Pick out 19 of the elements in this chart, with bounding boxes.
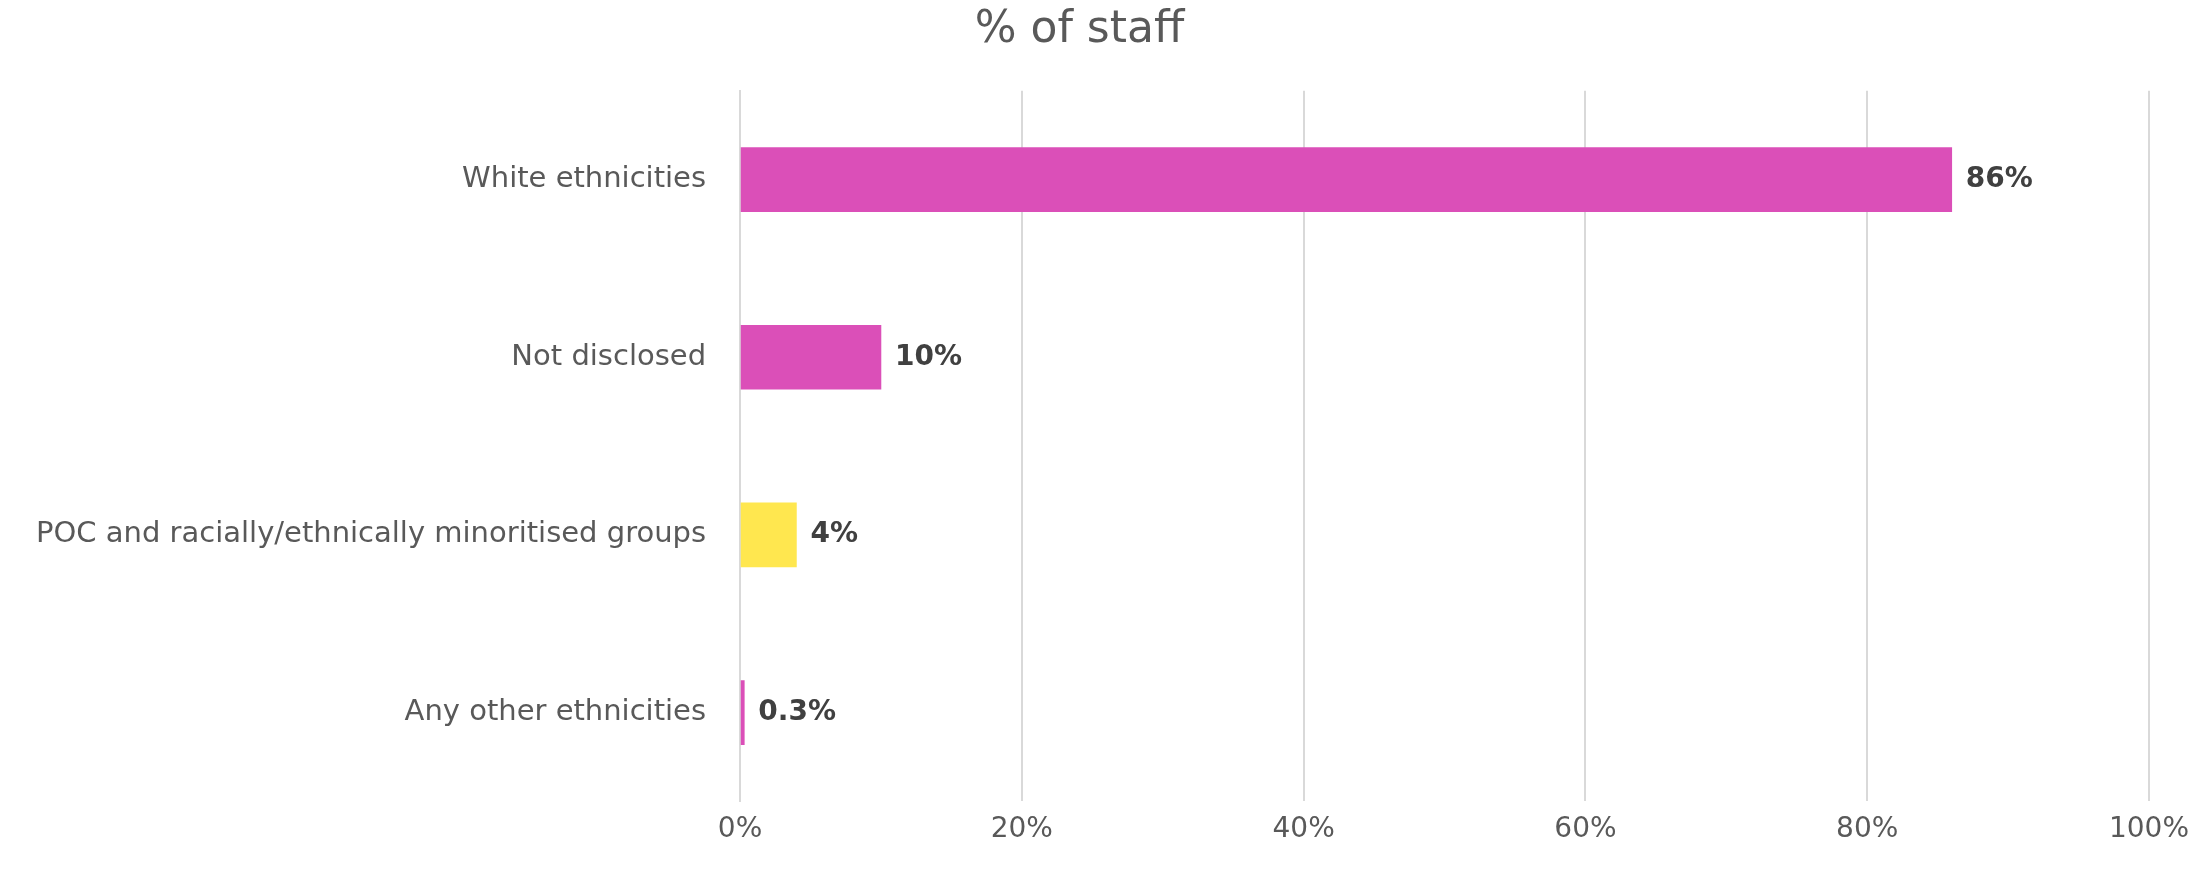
bar xyxy=(740,680,745,745)
x-tick-label: 60% xyxy=(1554,811,1617,845)
x-tick-label: 100% xyxy=(2108,811,2190,845)
y-tick-label: Not disclosed xyxy=(511,337,707,372)
bar xyxy=(740,502,797,568)
x-tick-label: 20% xyxy=(990,811,1053,845)
y-tick-label: POC and racially/ethnically minoritised groups xyxy=(36,515,707,550)
bar xyxy=(740,147,1953,212)
bar xyxy=(740,324,882,390)
data-label: 10% xyxy=(894,338,962,372)
data-label: 0.3% xyxy=(758,693,836,727)
x-tick-label: 40% xyxy=(1272,811,1335,845)
data-label: 86% xyxy=(1965,160,2033,194)
x-tick-label: 0% xyxy=(717,811,763,845)
x-tick-label: 80% xyxy=(1836,811,1899,845)
y-tick-label: Any other ethnicities xyxy=(404,693,707,728)
chart-title: % of staff xyxy=(974,0,1186,52)
data-label: 4% xyxy=(810,516,858,550)
y-tick-label: White ethnicities xyxy=(462,160,707,195)
